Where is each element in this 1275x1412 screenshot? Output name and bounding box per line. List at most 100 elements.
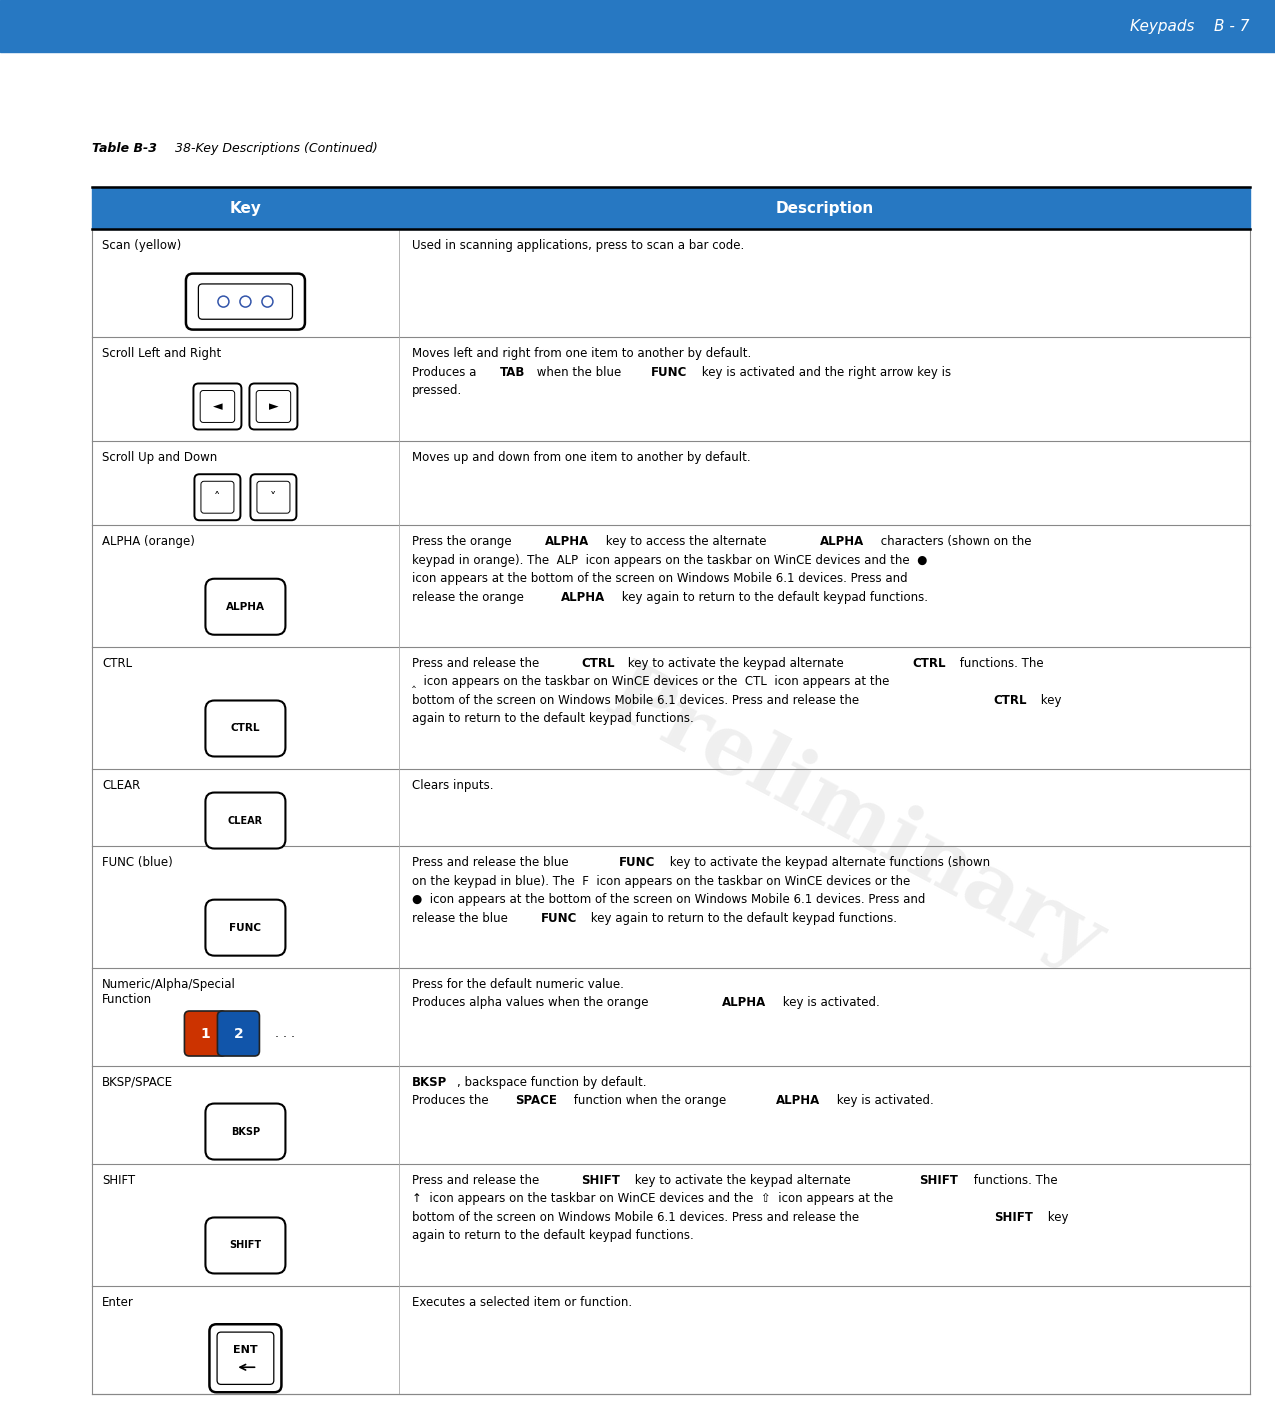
Text: functions. The: functions. The (956, 657, 1043, 669)
Text: key again to return to the default keypad functions.: key again to return to the default keypa… (588, 912, 898, 925)
Text: SHIFT: SHIFT (993, 1211, 1033, 1224)
FancyBboxPatch shape (194, 474, 241, 520)
Text: Table B-3: Table B-3 (92, 143, 157, 155)
Text: 1: 1 (200, 1027, 210, 1041)
Text: Numeric/Alpha/Special
Function: Numeric/Alpha/Special Function (102, 979, 236, 1005)
Text: ●  icon appears at the bottom of the screen on Windows Mobile 6.1 devices. Press: ● icon appears at the bottom of the scre… (412, 892, 926, 907)
Text: CTRL: CTRL (581, 657, 615, 669)
Text: Press and release the blue: Press and release the blue (412, 856, 572, 868)
Text: ALPHA: ALPHA (226, 602, 265, 611)
FancyBboxPatch shape (205, 1217, 286, 1274)
FancyBboxPatch shape (209, 1324, 282, 1392)
Text: FUNC: FUNC (652, 366, 687, 378)
Text: key to activate the keypad alternate functions (shown: key to activate the keypad alternate fun… (666, 856, 989, 868)
Text: Clears inputs.: Clears inputs. (412, 778, 493, 792)
Text: key to activate the keypad alternate: key to activate the keypad alternate (625, 657, 848, 669)
FancyBboxPatch shape (217, 1332, 274, 1384)
Text: Press the orange: Press the orange (412, 535, 515, 548)
FancyBboxPatch shape (199, 284, 292, 319)
Text: ALPHA: ALPHA (776, 1094, 820, 1107)
Text: Press and release the: Press and release the (412, 657, 543, 669)
Text: 2: 2 (233, 1027, 244, 1041)
Text: function when the orange: function when the orange (570, 1094, 729, 1107)
Text: BKSP: BKSP (231, 1127, 260, 1137)
Text: key is activated.: key is activated. (779, 997, 880, 1010)
Text: Press for the default numeric value.: Press for the default numeric value. (412, 979, 623, 991)
FancyBboxPatch shape (256, 391, 291, 422)
Text: key again to return to the default keypad functions.: key again to return to the default keypa… (618, 590, 928, 604)
Text: ◄: ◄ (213, 400, 222, 412)
Text: Description: Description (775, 201, 873, 216)
FancyBboxPatch shape (205, 700, 286, 757)
Bar (0, 0, 1275, 52)
Text: CTRL: CTRL (913, 657, 946, 669)
FancyBboxPatch shape (205, 899, 286, 956)
Text: Scroll Up and Down: Scroll Up and Down (102, 450, 217, 463)
Text: Preliminary: Preliminary (593, 654, 1116, 984)
Text: pressed.: pressed. (412, 384, 462, 397)
FancyBboxPatch shape (200, 391, 235, 422)
FancyBboxPatch shape (250, 474, 296, 520)
Text: CLEAR: CLEAR (102, 778, 140, 792)
Text: again to return to the default keypad functions.: again to return to the default keypad fu… (412, 1230, 694, 1243)
Text: functions. The: functions. The (969, 1173, 1057, 1187)
Text: Produces the: Produces the (412, 1094, 492, 1107)
Text: icon appears at the bottom of the screen on Windows Mobile 6.1 devices. Press an: icon appears at the bottom of the screen… (412, 572, 908, 585)
FancyBboxPatch shape (201, 481, 233, 513)
Text: Executes a selected item or function.: Executes a selected item or function. (412, 1296, 632, 1309)
FancyBboxPatch shape (205, 1104, 286, 1159)
Text: key to activate the keypad alternate: key to activate the keypad alternate (631, 1173, 854, 1187)
Text: release the orange: release the orange (412, 590, 528, 604)
Text: SPACE: SPACE (515, 1094, 557, 1107)
Text: Produces alpha values when the orange: Produces alpha values when the orange (412, 997, 652, 1010)
Bar (92, 186, 1250, 229)
Text: 38-Key Descriptions (Continued): 38-Key Descriptions (Continued) (167, 143, 377, 155)
Text: SHIFT: SHIFT (581, 1173, 620, 1187)
Text: ‸  icon appears on the taskbar on WinCE devices or the  CTL  icon appears at the: ‸ icon appears on the taskbar on WinCE d… (412, 675, 889, 689)
Text: release the blue: release the blue (412, 912, 511, 925)
Text: key to access the alternate: key to access the alternate (602, 535, 770, 548)
Text: ALPHA: ALPHA (820, 535, 863, 548)
Text: Key: Key (230, 201, 261, 216)
Text: again to return to the default keypad functions.: again to return to the default keypad fu… (412, 713, 694, 726)
FancyBboxPatch shape (205, 579, 286, 635)
Text: ALPHA: ALPHA (561, 590, 606, 604)
Text: Keypads    B - 7: Keypads B - 7 (1131, 18, 1250, 34)
Text: characters (shown on the: characters (shown on the (876, 535, 1031, 548)
Text: BKSP/SPACE: BKSP/SPACE (102, 1076, 173, 1089)
Text: Enter: Enter (102, 1296, 134, 1309)
Text: Scroll Left and Right: Scroll Left and Right (102, 347, 222, 360)
Text: , backspace function by default.: , backspace function by default. (458, 1076, 646, 1089)
Text: . . .: . . . (272, 1027, 296, 1041)
Text: SHIFT: SHIFT (919, 1173, 959, 1187)
Text: keypad in orange). The  ALP  icon appears on the taskbar on WinCE devices and th: keypad in orange). The ALP icon appears … (412, 554, 931, 566)
Text: key is activated and the right arrow key is: key is activated and the right arrow key… (699, 366, 951, 378)
Text: key: key (1037, 693, 1061, 707)
Text: CTRL: CTRL (231, 723, 260, 733)
Text: ALPHA (orange): ALPHA (orange) (102, 535, 195, 548)
Text: FUNC (blue): FUNC (blue) (102, 856, 172, 868)
Text: key is activated.: key is activated. (833, 1094, 933, 1107)
Text: Produces a: Produces a (412, 366, 479, 378)
Text: CTRL: CTRL (102, 657, 133, 669)
Text: CLEAR: CLEAR (228, 816, 263, 826)
Text: Press and release the: Press and release the (412, 1173, 543, 1187)
Text: Used in scanning applications, press to scan a bar code.: Used in scanning applications, press to … (412, 239, 745, 251)
FancyBboxPatch shape (205, 792, 286, 849)
Text: ↑  icon appears on the taskbar on WinCE devices and the  ⇧  icon appears at the: ↑ icon appears on the taskbar on WinCE d… (412, 1192, 892, 1206)
FancyBboxPatch shape (250, 384, 297, 429)
Text: ALPHA: ALPHA (722, 997, 766, 1010)
Text: ˅: ˅ (270, 491, 277, 504)
Text: when the blue: when the blue (533, 366, 625, 378)
Text: BKSP: BKSP (412, 1076, 448, 1089)
Text: CTRL: CTRL (993, 693, 1028, 707)
FancyBboxPatch shape (218, 1011, 259, 1056)
Text: ►: ► (269, 400, 278, 412)
Text: Moves up and down from one item to another by default.: Moves up and down from one item to anoth… (412, 450, 751, 463)
Text: TAB: TAB (500, 366, 525, 378)
Text: FUNC: FUNC (541, 912, 576, 925)
FancyBboxPatch shape (186, 274, 305, 329)
Text: ENT: ENT (233, 1346, 258, 1356)
Text: on the keypad in blue). The  F  icon appears on the taskbar on WinCE devices or : on the keypad in blue). The F icon appea… (412, 874, 910, 888)
Text: SHIFT: SHIFT (102, 1173, 135, 1187)
